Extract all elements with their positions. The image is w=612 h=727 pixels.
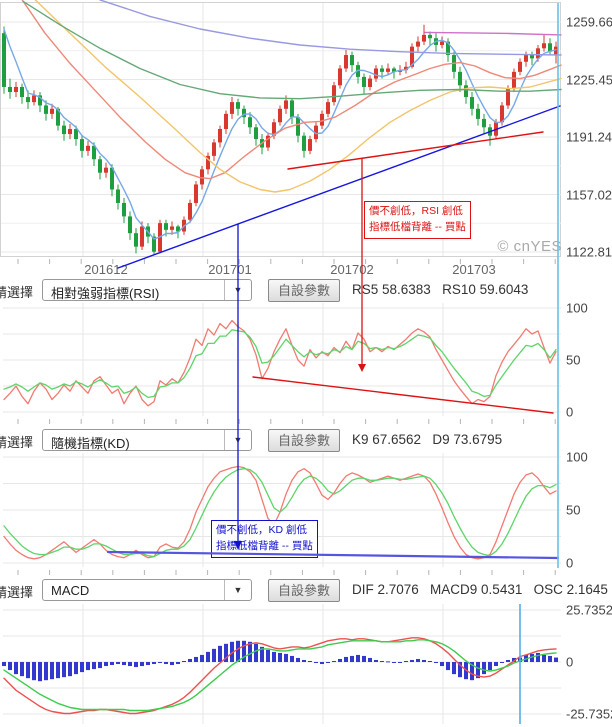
cnyes-watermark: © cnYES [497, 238, 562, 255]
kd-select-label: 請選擇 [0, 435, 34, 450]
note-line-2: 指標低檔背離 -- 買點 [216, 539, 313, 552]
kd-custom-params-button[interactable]: 自設參數 [268, 429, 340, 452]
macd-dropdown-value: MACD [51, 583, 90, 598]
macd-select-label: 請選擇 [0, 585, 34, 600]
kd-header-row: 請選擇 隨機指標(KD) ▼ 自設參數 K9 67.6562 D9 73.679… [0, 429, 612, 453]
macd-indicator-dropdown[interactable]: MACD ▼ [42, 579, 252, 601]
macd-axis-label: -25.7352 [566, 706, 612, 722]
date-axis-label: 201701 [208, 262, 252, 277]
chevron-down-icon[interactable]: ▼ [224, 580, 251, 600]
note-line-1: 價不創低，RSI 創低 [369, 205, 463, 217]
date-axis-label: 201702 [330, 262, 374, 277]
rsi-axis-label: 100 [566, 300, 588, 316]
macd-axis-label: 25.7352 [566, 602, 612, 618]
kd-axis-label: 0 [566, 555, 574, 571]
kd-axis-label: 50 [566, 502, 581, 518]
kd-axis-label: 100 [566, 449, 588, 465]
macd-values-readout: DIF 2.7076 MACD9 0.5431 OSC 2.1645 [352, 582, 608, 597]
date-axis-label: 201703 [452, 262, 496, 277]
price-axis-label: 1122.81 [566, 244, 612, 260]
price-axis-label: 1225.45 [566, 72, 612, 87]
rsi-header-row: 請選擇 相對強弱指標(RSI) ▼ 自設參數 RS5 58.6383 RS10 … [0, 279, 612, 303]
kd-values-readout: K9 67.6562 D9 73.6795 [352, 432, 503, 447]
rsi-values-readout: RS5 58.6383 RS10 59.6043 [352, 282, 529, 297]
rsi-custom-params-button[interactable]: 自設參數 [268, 279, 340, 302]
rsi-dropdown-value: 相對強弱指標(RSI) [51, 286, 160, 301]
price-axis-label: 1191.24 [566, 129, 612, 145]
price-axis-label: 1259.66 [566, 14, 612, 30]
rsi-select-label: 請選擇 [0, 285, 34, 300]
macd-header-row: 請選擇 MACD ▼ 自設參數 DIF 2.7076 MACD9 0.5431 … [0, 579, 612, 603]
kd-dropdown-value: 隨機指標(KD) [51, 436, 130, 451]
price-axis-label: 1157.02 [566, 187, 612, 202]
kd-divergence-note: 價不創低，KD 創低 指標低檔背離 -- 買點 [211, 520, 318, 558]
macd-custom-params-button[interactable]: 自設參數 [268, 579, 340, 602]
kd-indicator-dropdown[interactable]: 隨機指標(KD) ▼ [42, 429, 252, 451]
chevron-down-icon[interactable]: ▼ [224, 280, 251, 300]
chevron-down-icon[interactable]: ▼ [224, 430, 251, 450]
rsi-axis-label: 0 [566, 404, 574, 420]
rsi-axis-label: 50 [566, 352, 581, 368]
rsi-indicator-dropdown[interactable]: 相對強弱指標(RSI) ▼ [42, 279, 252, 301]
note-line-2: 指標低檔背離 -- 買點 [369, 220, 466, 233]
macd-axis-label: 0 [566, 654, 574, 670]
date-axis-label: 201612 [84, 262, 128, 277]
note-line-1: 價不創低，KD 創低 [216, 524, 308, 536]
rsi-divergence-note: 價不創低，RSI 創低 指標低檔背離 -- 買點 [364, 201, 471, 239]
